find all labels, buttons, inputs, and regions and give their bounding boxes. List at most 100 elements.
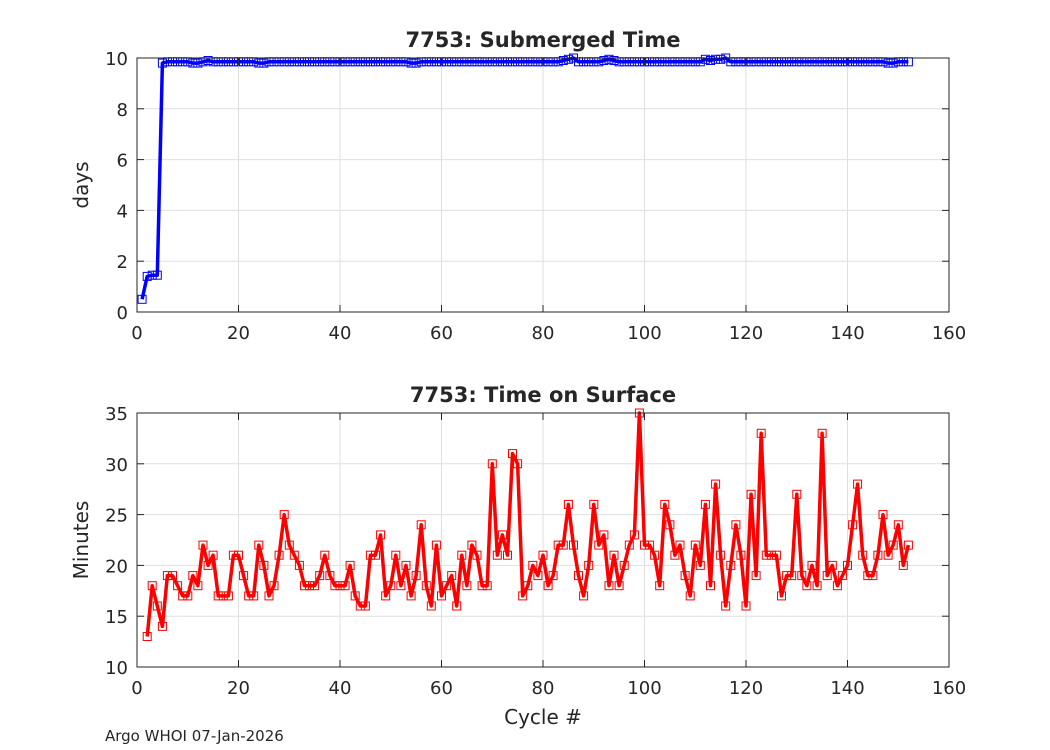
data-point xyxy=(569,540,578,550)
data-point xyxy=(376,530,386,540)
data-point xyxy=(300,581,309,591)
x-tick-label: 40 xyxy=(329,323,352,344)
y-tick-label: 35 xyxy=(105,404,128,425)
data-point xyxy=(360,601,370,611)
data-point xyxy=(350,591,360,601)
data-point xyxy=(766,550,776,560)
data-point xyxy=(690,540,700,550)
data-point xyxy=(655,581,665,591)
data-point xyxy=(188,58,198,68)
data-point xyxy=(609,550,619,560)
data-point xyxy=(447,571,457,581)
data-point xyxy=(553,540,563,550)
data-point xyxy=(782,571,792,581)
data-point xyxy=(711,54,721,64)
data-point xyxy=(787,571,797,581)
time-on-surface-chart: 0 20 40 60 80 100 120 140 160 10 15 20 25 30 35 7753: T… xyxy=(69,383,966,729)
data-point xyxy=(604,581,614,591)
data-point xyxy=(675,540,685,550)
data-point xyxy=(706,56,715,65)
data-point xyxy=(843,560,852,570)
data-point xyxy=(721,601,731,611)
y-tick-label: 4 xyxy=(117,201,128,222)
data-point xyxy=(807,560,817,570)
data-point xyxy=(609,56,619,65)
data-point xyxy=(513,459,523,469)
data-point xyxy=(558,540,568,550)
data-point xyxy=(442,581,452,591)
data-point xyxy=(863,571,873,581)
data-point xyxy=(208,550,218,560)
data-point xyxy=(756,428,766,438)
data-point xyxy=(873,550,883,560)
data-point xyxy=(289,550,299,560)
data-point xyxy=(604,54,614,64)
data-point xyxy=(731,520,741,530)
data-point xyxy=(152,601,162,611)
data-point xyxy=(492,550,502,560)
x-tick-label: 20 xyxy=(227,678,250,699)
data-point xyxy=(518,591,528,601)
data-point xyxy=(695,560,705,570)
data-point xyxy=(746,489,756,499)
data-point xyxy=(416,520,426,530)
data-point xyxy=(325,571,335,581)
data-point xyxy=(218,591,228,601)
data-point xyxy=(396,581,406,591)
data-point xyxy=(868,571,878,581)
data-point xyxy=(294,560,304,570)
data-point xyxy=(584,560,594,570)
data-point xyxy=(381,591,391,601)
submerged-time-chart: 0 20 40 60 80 100 120 140 160 0 2 4 6 8 10 7753: Submer… xyxy=(69,28,966,344)
data-point xyxy=(462,581,472,591)
data-point xyxy=(903,540,913,550)
data-point xyxy=(152,270,162,280)
data-point xyxy=(365,550,375,560)
x-tick-label: 80 xyxy=(532,323,555,344)
data-point xyxy=(619,560,629,570)
data-point xyxy=(264,591,274,601)
data-point xyxy=(497,530,507,540)
data-point xyxy=(680,571,690,581)
y-axis-label: days xyxy=(69,161,93,208)
data-point xyxy=(822,571,832,581)
data-point xyxy=(797,571,807,581)
data-point xyxy=(848,520,858,530)
x-tick-label: 60 xyxy=(430,678,453,699)
data-point xyxy=(650,550,660,560)
data-point xyxy=(716,550,726,560)
data-point xyxy=(563,54,573,64)
data-point xyxy=(711,479,721,489)
data-point xyxy=(579,591,589,601)
data-point xyxy=(254,58,264,68)
data-point xyxy=(700,499,710,509)
data-point xyxy=(538,550,548,560)
data-point xyxy=(898,560,908,570)
data-point xyxy=(391,550,401,560)
data-point xyxy=(421,581,431,591)
data-point xyxy=(203,56,213,65)
y-tick-label: 25 xyxy=(105,506,128,527)
data-point xyxy=(188,571,198,581)
data-point xyxy=(335,581,345,591)
data-point xyxy=(594,540,604,550)
y-tick-label: 15 xyxy=(105,607,128,628)
data-point xyxy=(315,571,325,581)
data-point xyxy=(548,571,558,581)
data-point xyxy=(878,510,888,520)
data-point xyxy=(386,581,396,591)
data-point xyxy=(472,550,482,560)
data-point xyxy=(883,58,893,68)
x-tick-label: 140 xyxy=(830,678,864,699)
data-point xyxy=(761,550,771,560)
data-point xyxy=(467,540,477,550)
data-point xyxy=(528,560,538,570)
footer-text: Argo WHOI 07-Jan-2026 xyxy=(105,727,284,745)
data-point xyxy=(157,58,167,68)
data-point xyxy=(320,550,330,560)
data-point xyxy=(777,591,786,601)
data-point xyxy=(345,560,355,570)
data-point xyxy=(239,571,249,581)
data-point xyxy=(685,591,695,601)
data-point xyxy=(142,632,152,641)
